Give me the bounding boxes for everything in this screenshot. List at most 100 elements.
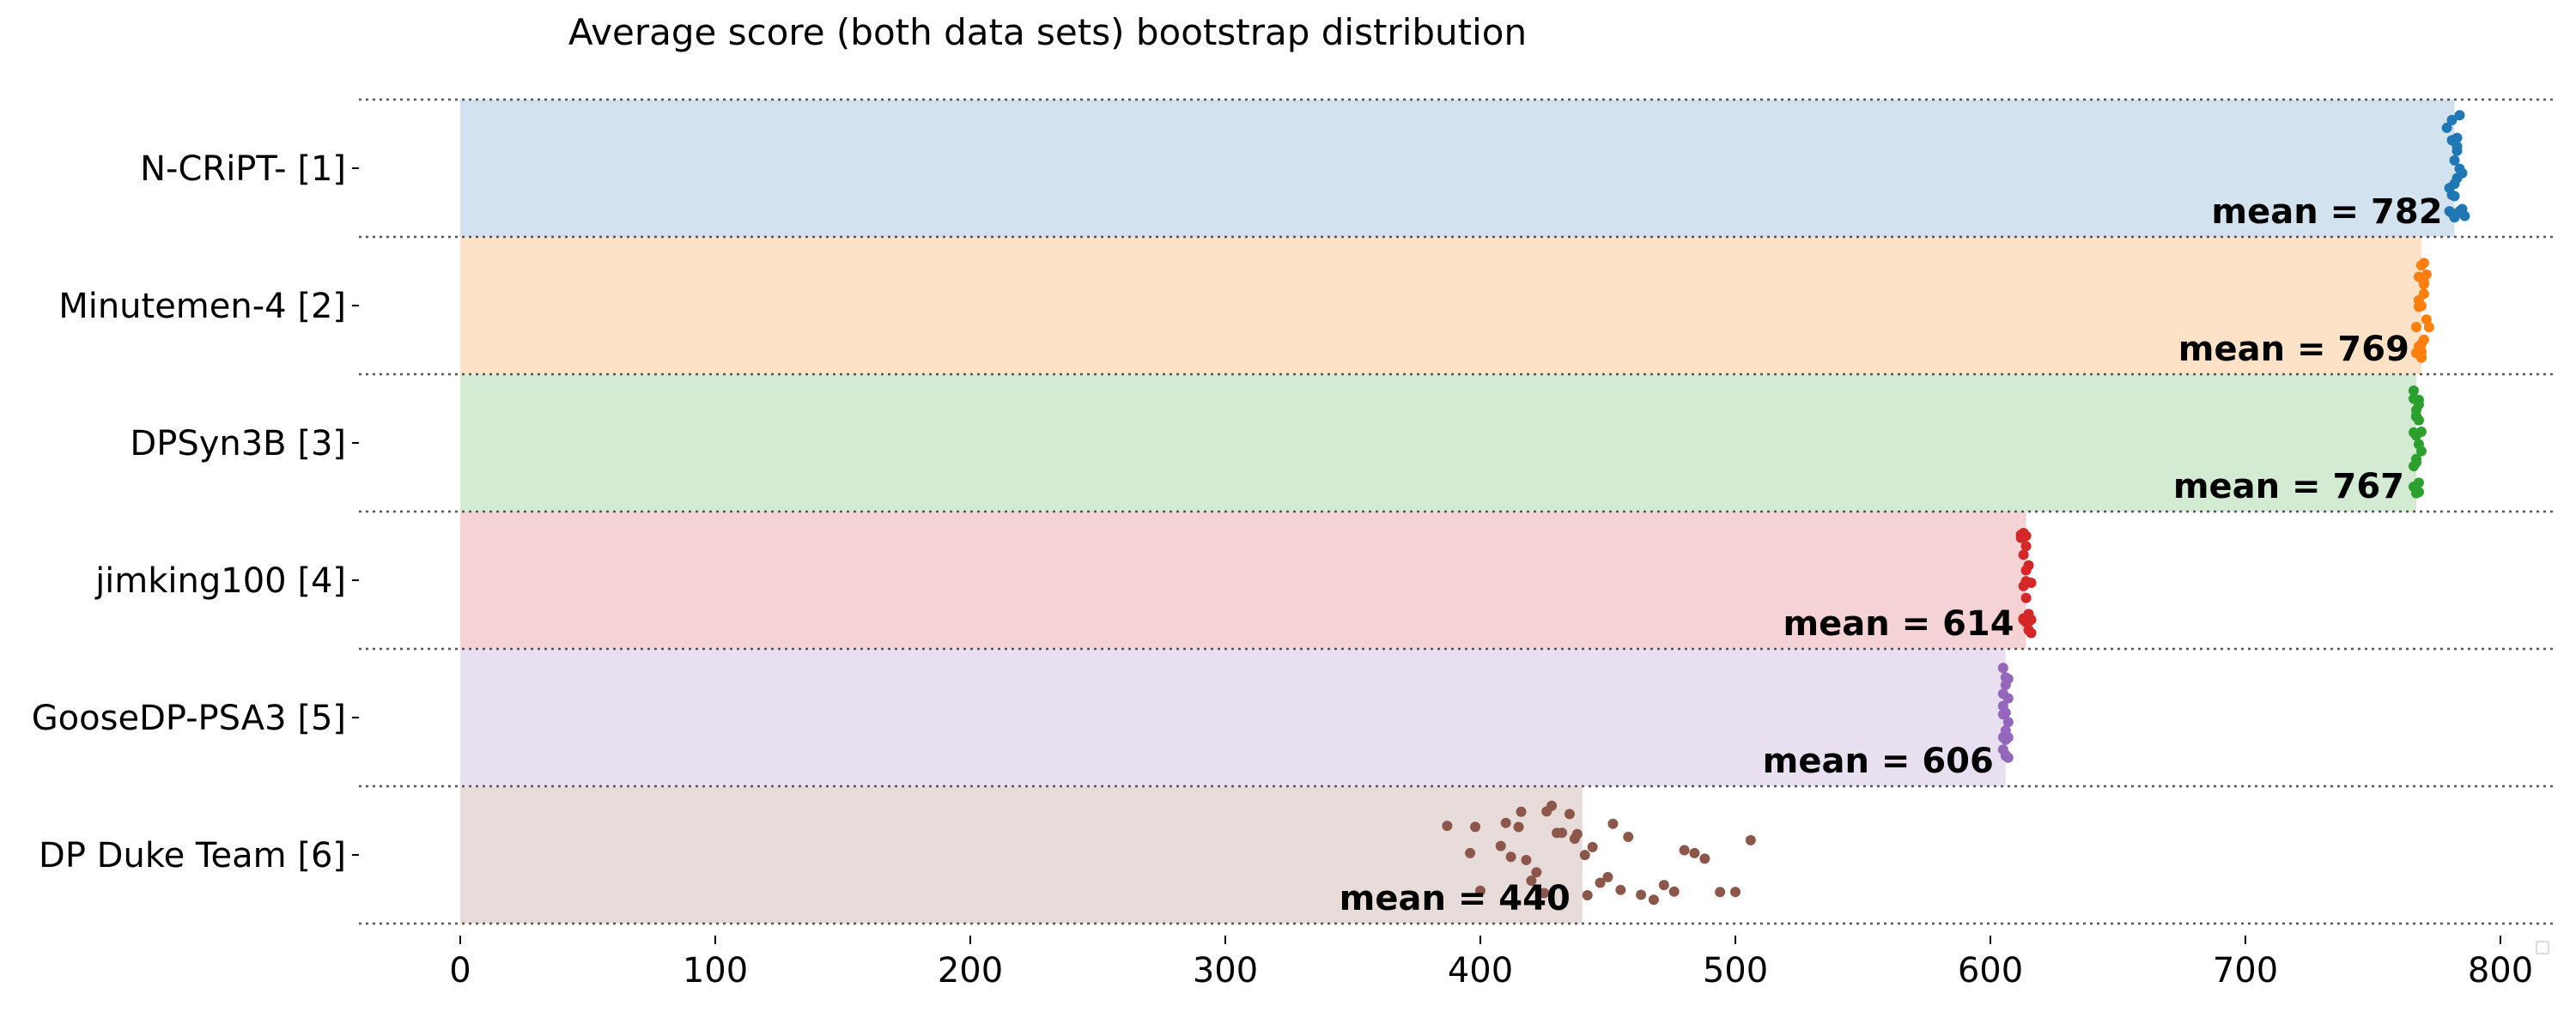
bootstrap-point: [2415, 352, 2427, 363]
bar: [460, 512, 2026, 649]
mean-label: mean = 767: [2173, 467, 2404, 506]
category-label: N-CRiPT- [1]: [140, 149, 346, 189]
bootstrap-point: [1623, 831, 1634, 842]
bootstrap-point: [1505, 851, 1516, 863]
bootstrap-point: [2002, 693, 2014, 704]
bar: [460, 649, 2006, 786]
bootstrap-point: [2018, 549, 2029, 560]
bootstrap-point: [1564, 809, 1575, 820]
bootstrap-point: [2415, 300, 2427, 312]
bootstrap-point: [1648, 894, 1659, 906]
mean-label: mean = 440: [1340, 879, 1571, 918]
bootstrap-point: [2418, 288, 2429, 300]
bootstrap-point: [2000, 707, 2011, 718]
bootstrap-point: [2020, 541, 2032, 552]
x-tick-label: 500: [1703, 951, 1768, 991]
bootstrap-point: [1689, 847, 1700, 858]
bootstrap-point: [1615, 884, 1626, 895]
bootstrap-point: [2410, 322, 2421, 333]
bootstrap-point: [2020, 592, 2032, 603]
bootstrap-point: [1569, 833, 1580, 845]
chart-rows: N-CRiPT- [1] mean = 782 Minutemen-4 [2] mea…: [32, 98, 2555, 925]
category-label: DP Duke Team [6]: [39, 836, 346, 876]
bootstrap-point: [1521, 854, 1532, 865]
bootstrap-point: [1541, 806, 1552, 817]
category-label: Minutemen-4 [2]: [58, 287, 346, 326]
bootstrap-point: [1602, 871, 1613, 882]
x-tick-label: 600: [1958, 951, 2023, 991]
bar: [460, 786, 1583, 924]
bootstrap-point: [1607, 818, 1619, 829]
bootstrap-point: [2441, 122, 2452, 133]
x-tick-label: 700: [2213, 951, 2278, 991]
bootstrap-point: [2413, 477, 2424, 488]
bootstrap-point: [2410, 488, 2421, 499]
chart-title: Average score (both data sets) bootstrap…: [568, 11, 1527, 53]
bootstrap-point: [1526, 876, 1537, 887]
bootstrap-point: [2421, 314, 2432, 325]
x-tick-label: 200: [938, 951, 1003, 991]
bootstrap-point: [2015, 532, 2026, 543]
category-label: DPSyn3B [3]: [130, 424, 346, 464]
bootstrap-point: [2418, 277, 2429, 288]
bootstrap-point: [2410, 457, 2421, 468]
x-tick-label: 800: [2468, 951, 2533, 991]
bar: [460, 237, 2421, 374]
x-tick-label: 300: [1193, 951, 1258, 991]
bootstrap-point: [2451, 141, 2463, 152]
x-axis: 0 100 200 300 400 500 600 700 800: [449, 936, 2533, 991]
bootstrap-point: [2000, 749, 2011, 760]
bootstrap-point: [2423, 322, 2434, 333]
bootstrap-point: [2020, 576, 2032, 587]
x-tick-label: 0: [449, 951, 471, 991]
bootstrap-point: [1470, 821, 1481, 833]
bootstrap-point: [1636, 889, 1647, 900]
x-tick-label: 400: [1448, 951, 1513, 991]
mean-label: mean = 782: [2211, 192, 2442, 232]
bootstrap-point: [2409, 385, 2420, 397]
bootstrap-point: [1658, 880, 1669, 891]
bootstrap-point: [2446, 114, 2458, 125]
bootstrap-point: [2409, 393, 2420, 404]
bootstrap-point: [2018, 615, 2029, 626]
bar: [460, 374, 2416, 512]
bootstrap-point: [1679, 845, 1690, 856]
bootstrap-point: [1475, 885, 1485, 896]
bootstrap-point: [1539, 888, 1550, 899]
bootstrap-point: [2457, 167, 2468, 179]
mean-label: mean = 769: [2178, 330, 2409, 369]
mean-label: mean = 606: [1763, 742, 1994, 781]
bootstrap-point: [1997, 732, 2008, 743]
bootstrap-point: [1500, 817, 1511, 828]
bootstrap-point: [1715, 887, 1726, 898]
bootstrap-point: [2410, 410, 2421, 421]
bootstrap-point: [2421, 269, 2432, 280]
bootstrap-point: [1465, 847, 1476, 858]
legend-box: [2536, 941, 2549, 954]
bootstrap-point: [1531, 867, 1542, 878]
bootstrap-point: [1552, 827, 1563, 839]
bootstrap-point: [1579, 850, 1590, 861]
bootstrap-point: [2000, 672, 2011, 683]
bootstrap-point: [2023, 560, 2034, 571]
bootstrap-point: [1730, 887, 1741, 898]
bootstrap-point: [1595, 877, 1606, 888]
bootstrap-point: [2454, 110, 2465, 121]
bootstrap-point: [1668, 886, 1680, 897]
bootstrap-point: [2026, 627, 2037, 639]
bootstrap-point: [2415, 338, 2427, 349]
bar: [460, 100, 2455, 237]
bootstrap-point: [2449, 154, 2460, 166]
bootstrap-point: [1699, 853, 1710, 864]
bootstrap-point: [1587, 841, 1598, 852]
bootstrap-point: [2002, 717, 2014, 728]
bootstrap-point: [2000, 680, 2011, 691]
bootstrap-point: [2446, 190, 2458, 201]
category-label: jimking100 [4]: [94, 561, 346, 601]
mean-label: mean = 614: [1783, 604, 2014, 644]
bootstrap-point: [1745, 834, 1756, 845]
bootstrap-point: [1442, 821, 1453, 832]
bootstrap-point: [2449, 212, 2460, 223]
bootstrap-point: [1513, 821, 1524, 833]
